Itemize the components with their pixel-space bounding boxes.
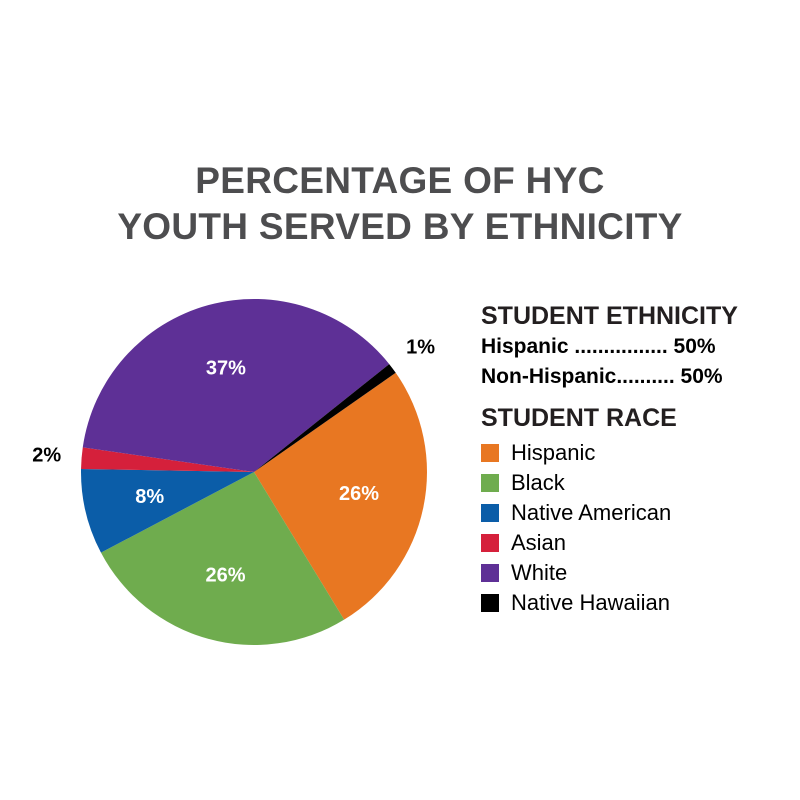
legend-item-hispanic: Hispanic (481, 438, 781, 468)
legend-label-native-hawaiian: Native Hawaiian (511, 590, 670, 615)
race-heading: STUDENT RACE (481, 404, 677, 432)
pie-slice-asian (81, 447, 254, 472)
pie-label-native-hawaiian: 1% (406, 336, 435, 358)
legend-swatch-native-american (481, 504, 499, 522)
legend-item-black: Black (481, 468, 781, 498)
legend-item-white: White (481, 558, 781, 588)
legend-label-asian: Asian (511, 530, 567, 555)
legend-swatch-asian (481, 534, 499, 552)
pie-label-white: 37% (206, 358, 246, 380)
legend-item-asian: Asian (481, 528, 781, 558)
pie-slice-black (100, 472, 345, 645)
legend-label-white: White (511, 560, 568, 585)
chart-title: PERCENTAGE OF HYC YOUTH SERVED BY ETHNIC… (0, 158, 800, 250)
legend-label-hispanic: Hispanic (511, 440, 596, 465)
pie-slice-hispanic (254, 372, 427, 620)
ethnicity-row-non-hispanic: Non-Hispanic.......... 50% (481, 365, 723, 388)
pie-slice-native-hawaiian (254, 364, 396, 472)
legend-swatch-white (481, 564, 499, 582)
legend-swatch-hispanic (481, 444, 499, 462)
chart-title-line-1: PERCENTAGE OF HYC (195, 160, 605, 201)
pie-label-black: 26% (205, 564, 245, 586)
legend-item-native-american: Native American (481, 498, 781, 528)
ethnicity-heading: STUDENT ETHNICITY (481, 302, 738, 330)
pie-slice-white (82, 299, 390, 472)
legend-item-native-hawaiian: Native Hawaiian (481, 588, 781, 618)
legend: STUDENT ETHNICITY Hispanic .............… (481, 300, 781, 618)
legend-swatch-black (481, 474, 499, 492)
legend-label-native-american: Native American (511, 500, 672, 525)
race-legend-list: Hispanic Black Native American Asian White Na… (481, 438, 781, 618)
ethnicity-row-hispanic: Hispanic ................ 50% (481, 335, 716, 358)
chart-title-line-2: YOUTH SERVED BY ETHNICITY (117, 206, 683, 247)
pie-label-asian: 2% (32, 444, 61, 466)
legend-swatch-native-hawaiian (481, 594, 499, 612)
pie-slice-native-american (81, 468, 254, 553)
pie-label-hispanic: 26% (339, 483, 379, 505)
legend-label-black: Black (511, 470, 565, 495)
pie-label-native-american: 8% (135, 486, 164, 508)
